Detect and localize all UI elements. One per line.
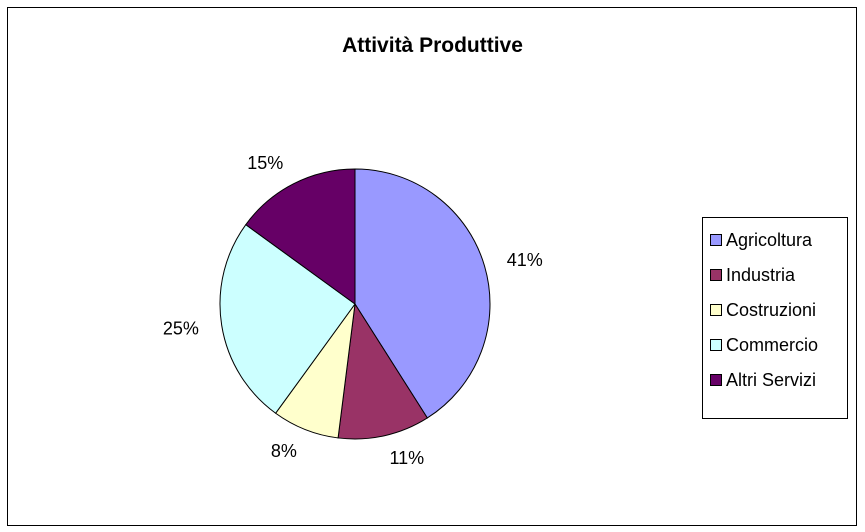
legend-item: Industria xyxy=(710,264,795,286)
legend-swatch xyxy=(710,339,722,351)
chart-title: Attività Produttive xyxy=(342,34,523,57)
data-label: 25% xyxy=(163,319,199,339)
data-label: 41% xyxy=(507,250,543,270)
pie-slice-altri-servizi xyxy=(245,168,356,305)
pie-slice-commercio xyxy=(219,223,356,414)
legend-label: Altri Servizi xyxy=(726,369,817,390)
data-label: 8% xyxy=(271,441,297,461)
legend-item: Altri Servizi xyxy=(710,369,816,391)
legend-label: Agricoltura xyxy=(726,229,813,250)
legend-item: Commercio xyxy=(710,334,818,356)
legend-item: Agricoltura xyxy=(710,229,812,251)
legend-swatch xyxy=(710,269,722,281)
legend: Agricoltura Industria Costruzioni Commercio… xyxy=(702,217,848,419)
legend-label: Industria xyxy=(726,264,796,285)
legend-label: Commercio xyxy=(726,334,819,355)
legend-label: Costruzioni xyxy=(726,299,817,320)
legend-swatch xyxy=(710,304,722,316)
data-label: 15% xyxy=(247,153,283,173)
legend-item: Costruzioni xyxy=(710,299,816,321)
data-label: 11% xyxy=(389,448,424,468)
legend-swatch xyxy=(710,234,722,246)
pie-slice-agricoltura xyxy=(354,168,491,419)
legend-swatch xyxy=(710,374,722,386)
pie-slice-industria xyxy=(337,302,429,440)
